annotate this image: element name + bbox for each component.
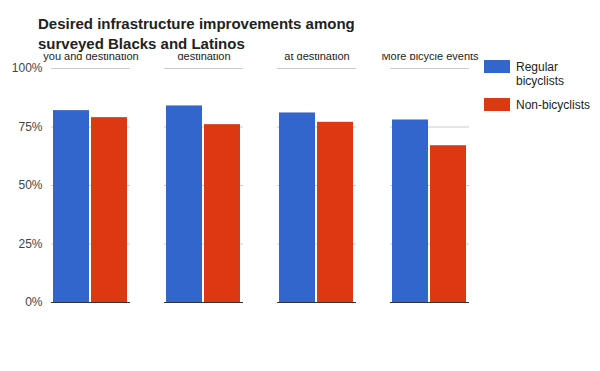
- svg-text:50%: 50%: [18, 178, 42, 192]
- svg-text:More bicycle events: More bicycle events: [381, 54, 479, 62]
- html-text:Non-bicyclists: Non-bicyclists: [516, 98, 590, 112]
- svg-text:75%: 75%: [18, 120, 42, 134]
- svg-text:Off-street bicycle pathbetween: Off-street bicycle pathbetween you andde…: [151, 54, 258, 62]
- svg-text:100%: 100%: [12, 61, 43, 75]
- svg-text:0%: 0%: [25, 295, 43, 309]
- svg-text:Secure bicycle parkingat desti: Secure bicycle parkingat destination: [262, 54, 373, 62]
- html-text:Desired infrastructure improve: Desired infrastructure improvements amon…: [38, 15, 355, 52]
- svg-text:25%: 25%: [18, 237, 42, 251]
- svg-text:Bicycle lane betweenyou and de: Bicycle lane betweenyou and destination: [39, 54, 142, 62]
- html-text:Regular bicyclists: Regular bicyclists: [516, 60, 564, 88]
